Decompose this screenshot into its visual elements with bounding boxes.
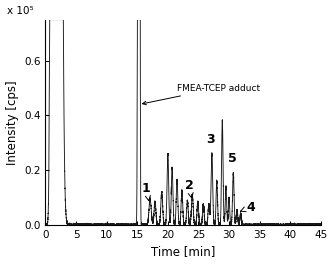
- Text: FMEA-TCEP adduct: FMEA-TCEP adduct: [143, 84, 260, 105]
- Text: x 10⁵: x 10⁵: [7, 6, 34, 16]
- Text: 5: 5: [228, 152, 237, 165]
- Text: 2: 2: [185, 179, 194, 198]
- Y-axis label: Intensity [cps]: Intensity [cps]: [6, 80, 19, 165]
- Text: 1: 1: [142, 182, 151, 201]
- X-axis label: Time [min]: Time [min]: [151, 246, 215, 258]
- Text: 3: 3: [206, 133, 215, 146]
- Text: 4: 4: [240, 201, 255, 214]
